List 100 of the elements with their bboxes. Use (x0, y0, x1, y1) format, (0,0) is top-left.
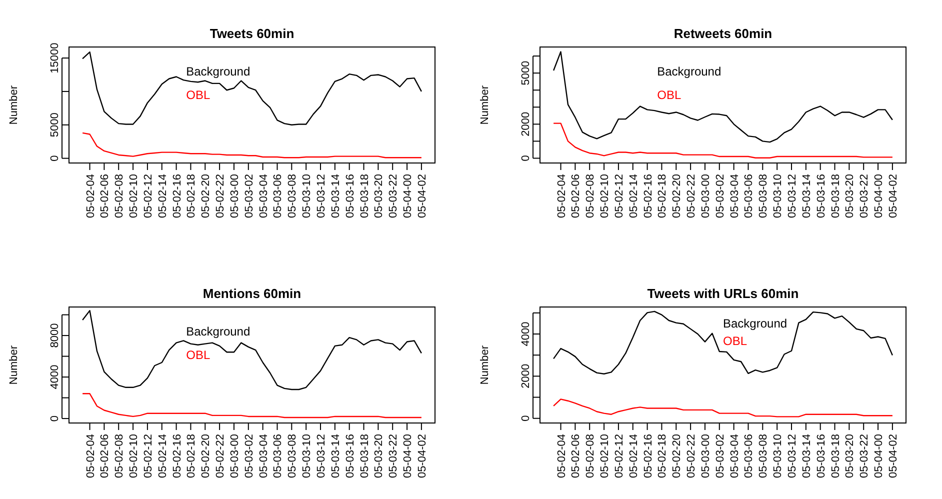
line-series (82, 132, 422, 158)
x-tick-label: 05-02-12 (142, 434, 154, 478)
line-series (82, 51, 422, 126)
x-tick-label: 05-02-16 (171, 174, 184, 218)
x-tick-label: 05-03-02 (714, 434, 726, 478)
x-tick-label: 05-03-10 (301, 174, 314, 218)
x-tick-label: 05-03-14 (330, 174, 342, 218)
x-tick-label: 05-03-00 (228, 434, 241, 478)
x-tick-label: 05-02-18 (656, 174, 669, 218)
x-tick-label: 05-02-04 (84, 174, 97, 218)
x-tick-label: 05-03-14 (800, 174, 813, 218)
x-tick-label: 05-04-02 (887, 174, 900, 218)
x-tick-label: 05-02-20 (200, 434, 212, 478)
x-tick-label: 05-04-00 (402, 434, 414, 478)
x-tick-label: 05-03-00 (228, 174, 241, 218)
x-tick-label: 05-02-14 (156, 174, 169, 218)
x-tick-label: 05-02-10 (128, 174, 140, 218)
x-tick-label: 05-02-08 (584, 434, 597, 478)
x-tick-label: 05-02-12 (613, 434, 626, 478)
x-tick-label: 05-02-14 (628, 174, 640, 218)
x-tick-label: 05-03-18 (830, 174, 842, 218)
text: OBL (657, 88, 682, 102)
text: OBL (186, 348, 210, 362)
text: OBL (186, 88, 210, 102)
x-tick-label: 05-02-08 (114, 434, 126, 478)
x-tick-label: 05-03-14 (800, 434, 813, 478)
x-tick-label: 05-02-06 (99, 434, 112, 478)
x-tick-label: 05-03-08 (286, 174, 299, 218)
y-tick-label: 0 (49, 155, 61, 162)
y-tick-label: 4000 (520, 322, 532, 346)
x-tick-label: 05-03-22 (388, 174, 400, 218)
x-tick-label: 05-03-02 (714, 174, 726, 218)
x-tick-label: 05-03-02 (243, 434, 256, 478)
chart-title: Tweets 60min (210, 26, 294, 41)
x-tick-label: 05-02-12 (142, 174, 154, 218)
y-tick-label: 2000 (520, 112, 532, 136)
series-label: Background (723, 316, 788, 331)
line-series (552, 51, 894, 143)
x-tick-label: 05-02-16 (642, 434, 654, 478)
x-tick-label: 05-02-20 (671, 434, 684, 478)
x-tick-label: 05-03-06 (743, 434, 756, 478)
x-tick-label: 05-03-18 (358, 174, 371, 218)
x-tick-label: 05-04-02 (416, 174, 428, 218)
x-tick-label: 05-03-16 (815, 434, 828, 478)
y-tick-label: 2000 (520, 364, 532, 388)
y-tick-label: 0 (520, 155, 532, 162)
text: OBL (723, 334, 748, 348)
x-tick-label: 05-03-18 (358, 434, 371, 478)
x-tick-label: 05-03-12 (316, 434, 328, 478)
x-tick-label: 05-03-20 (373, 174, 386, 218)
x-tick-label: 05-03-04 (258, 174, 270, 218)
series-label: Background (186, 324, 250, 339)
y-axis-title: Number (8, 85, 20, 125)
x-tick-label: 05-03-08 (286, 434, 299, 478)
y-tick-label: 15000 (49, 42, 61, 74)
x-tick-label: 05-02-22 (686, 434, 698, 478)
x-tick-label: 05-02-10 (128, 434, 140, 478)
x-tick-label: 05-03-06 (743, 174, 756, 218)
x-tick-label: 05-02-22 (214, 174, 227, 218)
x-tick-label: 05-03-04 (258, 434, 270, 478)
y-tick-label: 4000 (49, 364, 61, 390)
x-tick-label: 05-02-18 (656, 434, 669, 478)
x-tick-label: 05-03-14 (330, 434, 342, 478)
line-series (82, 393, 422, 418)
x-tick-label: 05-02-04 (556, 174, 568, 218)
x-tick-label: 05-02-06 (570, 174, 582, 218)
y-tick-label: 5000 (49, 112, 61, 138)
line-series (552, 398, 894, 418)
x-tick-label: 05-03-06 (272, 174, 284, 218)
x-tick-label: 05-04-00 (402, 174, 414, 218)
x-tick-label: 05-03-04 (728, 434, 741, 478)
x-tick-label: 05-03-22 (858, 434, 871, 478)
x-tick-label: 05-04-02 (887, 434, 900, 478)
x-tick-label: 05-03-22 (858, 174, 871, 218)
x-tick-label: 05-02-10 (599, 434, 612, 478)
x-tick-label: 05-02-14 (628, 434, 640, 478)
x-tick-label: 05-03-02 (243, 174, 256, 218)
x-tick-label: 05-03-08 (758, 174, 770, 218)
x-tick-label: 05-03-20 (373, 434, 386, 478)
y-axis-title: Number (479, 85, 491, 125)
line-series (82, 310, 422, 390)
y-tick-label: 8000 (49, 323, 61, 348)
x-tick-label: 05-02-06 (99, 174, 112, 218)
x-tick-label: 05-03-00 (700, 174, 712, 218)
x-tick-label: 05-04-00 (873, 174, 886, 218)
x-tick-label: 05-04-00 (873, 434, 886, 478)
x-tick-label: 05-02-22 (214, 434, 227, 478)
x-tick-label: 05-03-10 (772, 434, 784, 478)
x-tick-label: 05-02-20 (200, 174, 212, 218)
x-tick-label: 05-02-08 (584, 174, 597, 218)
x-tick-label: 05-02-04 (556, 434, 568, 478)
y-tick-label: 5000 (520, 60, 532, 86)
chart-title: Tweets with URLs 60min (647, 286, 799, 301)
x-tick-label: 05-03-04 (728, 174, 741, 218)
x-tick-label: 05-02-18 (186, 434, 198, 478)
y-axis-title: Number (8, 345, 20, 385)
x-tick-label: 05-03-12 (786, 434, 798, 478)
x-tick-label: 05-03-20 (844, 174, 856, 218)
x-tick-label: 05-02-14 (156, 434, 169, 478)
x-tick-label: 05-02-04 (84, 434, 97, 478)
